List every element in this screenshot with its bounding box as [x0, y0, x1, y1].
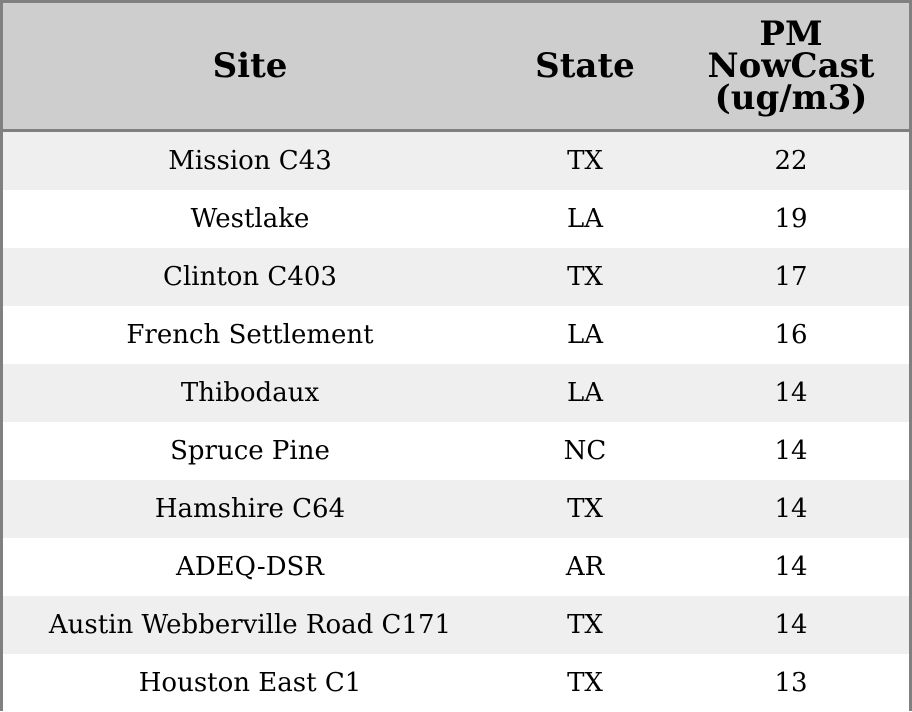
- site-cell: Mission C43: [168, 146, 332, 176]
- header-pm-line-3: (ug/m3): [714, 78, 868, 118]
- state-cell: TX: [567, 610, 603, 640]
- site-cell: Clinton C403: [163, 262, 337, 292]
- table-row: Hamshire C64 TX 14: [3, 480, 909, 538]
- table-row: Clinton C403 TX 17: [3, 248, 909, 306]
- table-row: French Settlement LA 16: [3, 306, 909, 364]
- pm-nowcast-cell: 13: [774, 668, 808, 698]
- header-pm-line-1: PM: [759, 14, 823, 54]
- state-cell: LA: [566, 378, 604, 408]
- state-cell: NC: [563, 436, 607, 466]
- pm-nowcast-cell: 14: [774, 378, 808, 408]
- site-cell: ADEQ-DSR: [176, 552, 324, 582]
- header-pm-label: PM NowCast (ug/m3): [707, 14, 875, 118]
- table-row: Houston East C1 TX 13: [3, 654, 909, 712]
- table-row: Thibodaux LA 14: [3, 364, 909, 422]
- table-header: Site State PM NowCast (ug/m3): [3, 3, 909, 132]
- header-site-label: Site: [212, 46, 288, 86]
- header-state-label: State: [535, 46, 635, 86]
- table-row: Spruce Pine NC 14: [3, 422, 909, 480]
- header-state: State: [497, 3, 673, 129]
- pm-nowcast-cell: 16: [774, 320, 808, 350]
- table-row: Mission C43 TX 22: [3, 132, 909, 190]
- state-cell: TX: [567, 668, 603, 698]
- pm-nowcast-cell: 14: [774, 436, 808, 466]
- state-cell: LA: [566, 204, 604, 234]
- pm-nowcast-cell: 19: [774, 204, 808, 234]
- site-cell: Hamshire C64: [154, 494, 346, 524]
- state-cell: TX: [567, 146, 603, 176]
- state-cell: TX: [567, 262, 603, 292]
- site-cell: Westlake: [190, 204, 310, 234]
- site-cell: Austin Webberville Road C171: [48, 610, 452, 640]
- state-cell: LA: [566, 320, 604, 350]
- state-cell: AR: [565, 552, 605, 582]
- pm-nowcast-cell: 14: [774, 610, 808, 640]
- site-cell: Thibodaux: [180, 378, 320, 408]
- header-pm-nowcast: PM NowCast (ug/m3): [673, 3, 909, 129]
- header-pm-line-2: NowCast: [707, 46, 875, 86]
- pm-nowcast-cell: 14: [774, 494, 808, 524]
- header-site: Site: [3, 3, 497, 129]
- site-cell: Houston East C1: [138, 668, 362, 698]
- table-row: Austin Webberville Road C171 TX 14: [3, 596, 909, 654]
- pm-nowcast-cell: 17: [774, 262, 808, 292]
- table-row: ADEQ-DSR AR 14: [3, 538, 909, 596]
- site-cell: Spruce Pine: [170, 436, 330, 466]
- table-row: Westlake LA 19: [3, 190, 909, 248]
- pm-nowcast-cell: 22: [774, 146, 808, 176]
- site-cell: French Settlement: [126, 320, 374, 350]
- state-cell: TX: [567, 494, 603, 524]
- pm-nowcast-cell: 14: [774, 552, 808, 582]
